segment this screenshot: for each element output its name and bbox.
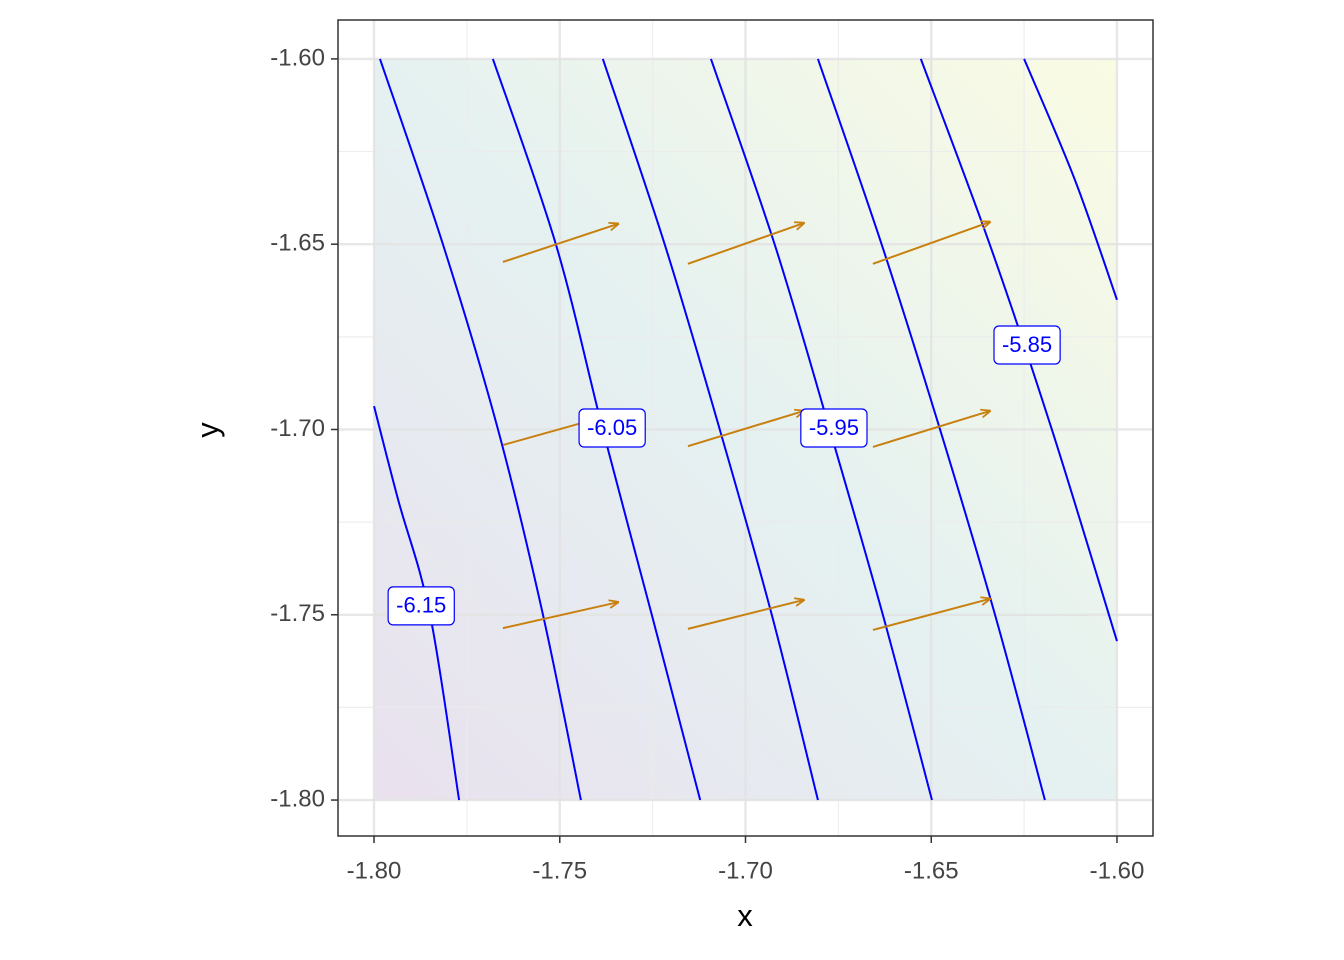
y-tick-label: -1.80: [270, 785, 325, 812]
contour-label-text: -5.85: [1002, 332, 1052, 357]
gradient-arrow: [872, 222, 990, 265]
label-box: [993, 325, 1061, 365]
x-tick-label: -1.80: [347, 857, 402, 884]
contour-line: [373, 405, 461, 801]
y-axis-title: y: [190, 422, 225, 438]
contour-line: [379, 58, 582, 801]
contour-label: -5.95: [800, 408, 868, 448]
gradient-arrow: [502, 224, 618, 263]
y-tick-label: -1.60: [270, 44, 325, 71]
x-tick-label: -1.75: [532, 857, 587, 884]
y-tick-label: -1.70: [270, 415, 325, 442]
contour-label: -6.15: [387, 586, 455, 626]
contour-line: [1023, 58, 1118, 301]
contour-label-text: -5.95: [809, 415, 859, 440]
gradient-arrow: [502, 602, 618, 630]
contour-label: -5.85: [993, 325, 1061, 365]
contour-label: -6.05: [578, 408, 646, 448]
gradient-arrow: [687, 411, 804, 448]
x-tick-label: -1.70: [718, 857, 773, 884]
gradient-arrow: [687, 600, 804, 630]
x-tick-label: -1.60: [1090, 857, 1145, 884]
contour-line: [816, 58, 1046, 801]
gradient-arrow: [872, 599, 990, 631]
gradient-arrow: [872, 411, 990, 448]
contour-label-text: -6.05: [587, 415, 637, 440]
label-box: [578, 408, 646, 448]
x-axis-title: x: [737, 898, 753, 933]
label-box: [387, 586, 455, 626]
panel-border: [337, 19, 1154, 837]
y-tick-label: -1.65: [270, 230, 325, 257]
contour-line: [601, 58, 819, 801]
y-tick-label: -1.75: [270, 600, 325, 627]
x-tick-label: -1.65: [904, 857, 959, 884]
label-box: [800, 408, 868, 448]
contour-label-text: -6.15: [396, 593, 446, 618]
gradient-arrow: [687, 223, 804, 265]
